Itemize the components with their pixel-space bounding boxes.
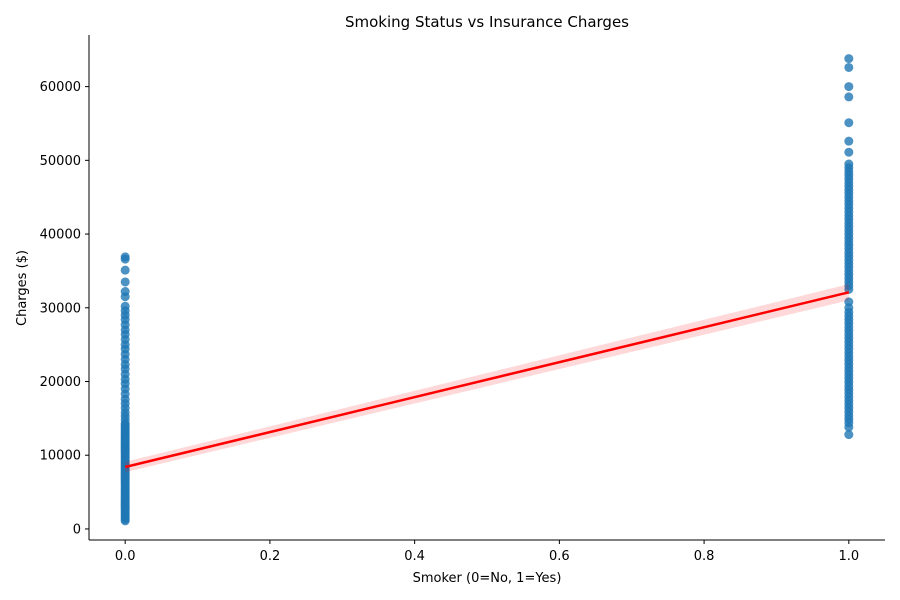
data-point bbox=[844, 62, 854, 72]
data-point bbox=[844, 92, 854, 102]
regression-line bbox=[124, 291, 850, 469]
x-axis-label: Smoker (0=No, 1=Yes) bbox=[413, 571, 562, 586]
y-tick-label: 0 bbox=[73, 522, 81, 537]
y-axis-label: Charges ($) bbox=[15, 250, 30, 326]
data-point bbox=[844, 136, 854, 146]
chart-title: Smoking Status vs Insurance Charges bbox=[345, 13, 629, 31]
x-axis-ticks: 0.0 0.2 0.4 0.6 0.8 1.0 bbox=[115, 540, 859, 564]
y-axis-ticks: 0 10000 20000 30000 40000 50000 60000 bbox=[40, 80, 89, 537]
x-tick-label: 0.8 bbox=[694, 549, 715, 564]
data-point bbox=[844, 54, 854, 64]
data-point bbox=[844, 82, 854, 92]
data-point bbox=[844, 118, 854, 128]
x-tick-label: 0.4 bbox=[404, 549, 425, 564]
data-point bbox=[844, 297, 854, 307]
x-tick-label: 1.0 bbox=[838, 549, 859, 564]
data-point bbox=[844, 430, 854, 440]
y-tick-label: 10000 bbox=[40, 449, 81, 464]
data-point bbox=[844, 147, 854, 157]
data-point bbox=[120, 252, 130, 262]
y-tick-label: 50000 bbox=[40, 154, 81, 169]
y-tick-label: 60000 bbox=[40, 80, 81, 95]
data-point bbox=[844, 159, 854, 169]
x-tick-label: 0.0 bbox=[115, 549, 136, 564]
data-point bbox=[120, 265, 130, 275]
y-tick-label: 40000 bbox=[40, 228, 81, 243]
x-tick-label: 0.6 bbox=[549, 549, 570, 564]
x-tick-label: 0.2 bbox=[260, 549, 281, 564]
y-tick-label: 20000 bbox=[40, 375, 81, 390]
data-point bbox=[120, 277, 130, 287]
plot-area bbox=[120, 54, 854, 526]
confidence-band bbox=[125, 284, 849, 473]
data-point bbox=[120, 301, 130, 311]
data-point bbox=[120, 287, 130, 297]
y-tick-label: 30000 bbox=[40, 301, 81, 316]
